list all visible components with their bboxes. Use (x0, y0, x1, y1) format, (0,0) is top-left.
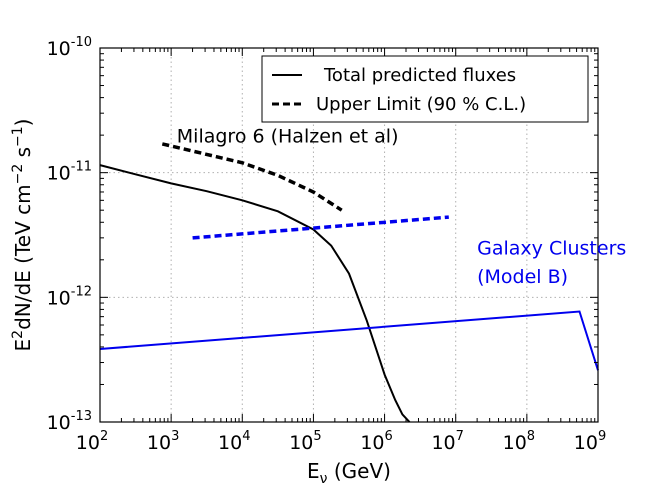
annotation-galaxy-clusters: Galaxy Clusters (477, 238, 626, 260)
x-tick-exp-4: 6 (385, 429, 393, 444)
x-tick-exp-0: 2 (100, 429, 108, 444)
legend-label-total: Total predicted fluxes (323, 65, 516, 86)
x-tick-base-3: 10 (289, 432, 313, 454)
legend-label-upper-limit: Upper Limit (90 % C.L.) (316, 94, 526, 115)
y-axis-title-part3: s (11, 147, 35, 164)
y-axis-title-sup2: −2 (10, 164, 26, 185)
x-tick-exp-6: 8 (527, 429, 535, 444)
x-tick-base-1: 10 (147, 432, 171, 454)
x-tick-base-2: 10 (218, 432, 242, 454)
series-line-3 (99, 310, 599, 371)
x-tick-exp-7: 9 (598, 429, 606, 444)
x-tick-base-0: 10 (76, 432, 100, 454)
series-line-1 (161, 142, 343, 212)
x-tick-labels: 102 103 104 105 106 107 108 109 (76, 429, 606, 454)
x-tick-label-7: 109 (574, 429, 606, 454)
y-axis-title: E2dN/dE (TeV cm−2 s−1) (10, 119, 35, 352)
y-axis-title-part1: E (11, 339, 35, 352)
y-tick-base-1: 10 (47, 287, 71, 309)
x-tick-exp-1: 3 (171, 429, 179, 444)
y-tick-label-3: 10-10 (47, 35, 92, 60)
legend: Total predicted fluxes Upper Limit (90 %… (261, 55, 589, 123)
legend-box (261, 55, 589, 123)
x-axis-title: Eν (GeV) (307, 459, 391, 487)
x-tick-label-1: 103 (147, 429, 179, 454)
y-axis-title-sup1: 2 (10, 330, 26, 339)
x-tick-exp-2: 4 (242, 429, 250, 444)
plot-frame (99, 47, 599, 423)
tick-marks (99, 47, 599, 423)
x-tick-exp-5: 7 (456, 429, 464, 444)
y-tick-base-0: 10 (47, 412, 71, 434)
x-tick-label-4: 106 (360, 429, 392, 454)
x-tick-label-0: 102 (76, 429, 108, 454)
y-tick-exp-3: -10 (71, 35, 92, 50)
y-axis-title-sup3: −1 (10, 126, 26, 147)
series-line-2 (192, 215, 449, 240)
y-axis-title-part2: dN/dE (TeV cm (11, 184, 35, 330)
y-tick-label-2: 10-11 (47, 160, 92, 185)
x-axis-title-sub: ν (320, 471, 328, 487)
y-tick-base-3: 10 (47, 38, 71, 60)
x-tick-label-6: 108 (503, 429, 535, 454)
x-axis-title-main: E (307, 459, 320, 483)
y-tick-exp-2: -11 (71, 160, 92, 175)
x-tick-base-6: 10 (503, 432, 527, 454)
x-axis-title-rest: (GeV) (328, 459, 391, 483)
x-tick-base-7: 10 (574, 432, 598, 454)
y-tick-exp-1: -12 (71, 284, 92, 299)
y-tick-label-0: 10-13 (47, 409, 92, 434)
series-line-0 (99, 164, 411, 423)
y-axis-title-part4: ) (11, 119, 35, 127)
annotation-milagro: Milagro 6 (Halzen et al) (177, 125, 399, 147)
y-tick-exp-0: -13 (71, 409, 92, 424)
x-tick-label-3: 105 (289, 429, 321, 454)
x-tick-base-4: 10 (360, 432, 384, 454)
x-tick-label-5: 107 (431, 429, 463, 454)
x-tick-label-2: 104 (218, 429, 250, 454)
series-group (99, 142, 599, 423)
x-tick-exp-3: 5 (313, 429, 321, 444)
y-tick-label-1: 10-12 (47, 284, 92, 309)
x-tick-base-5: 10 (431, 432, 455, 454)
y-tick-base-2: 10 (47, 163, 71, 185)
annotation-model-b: (Model B) (477, 266, 568, 288)
